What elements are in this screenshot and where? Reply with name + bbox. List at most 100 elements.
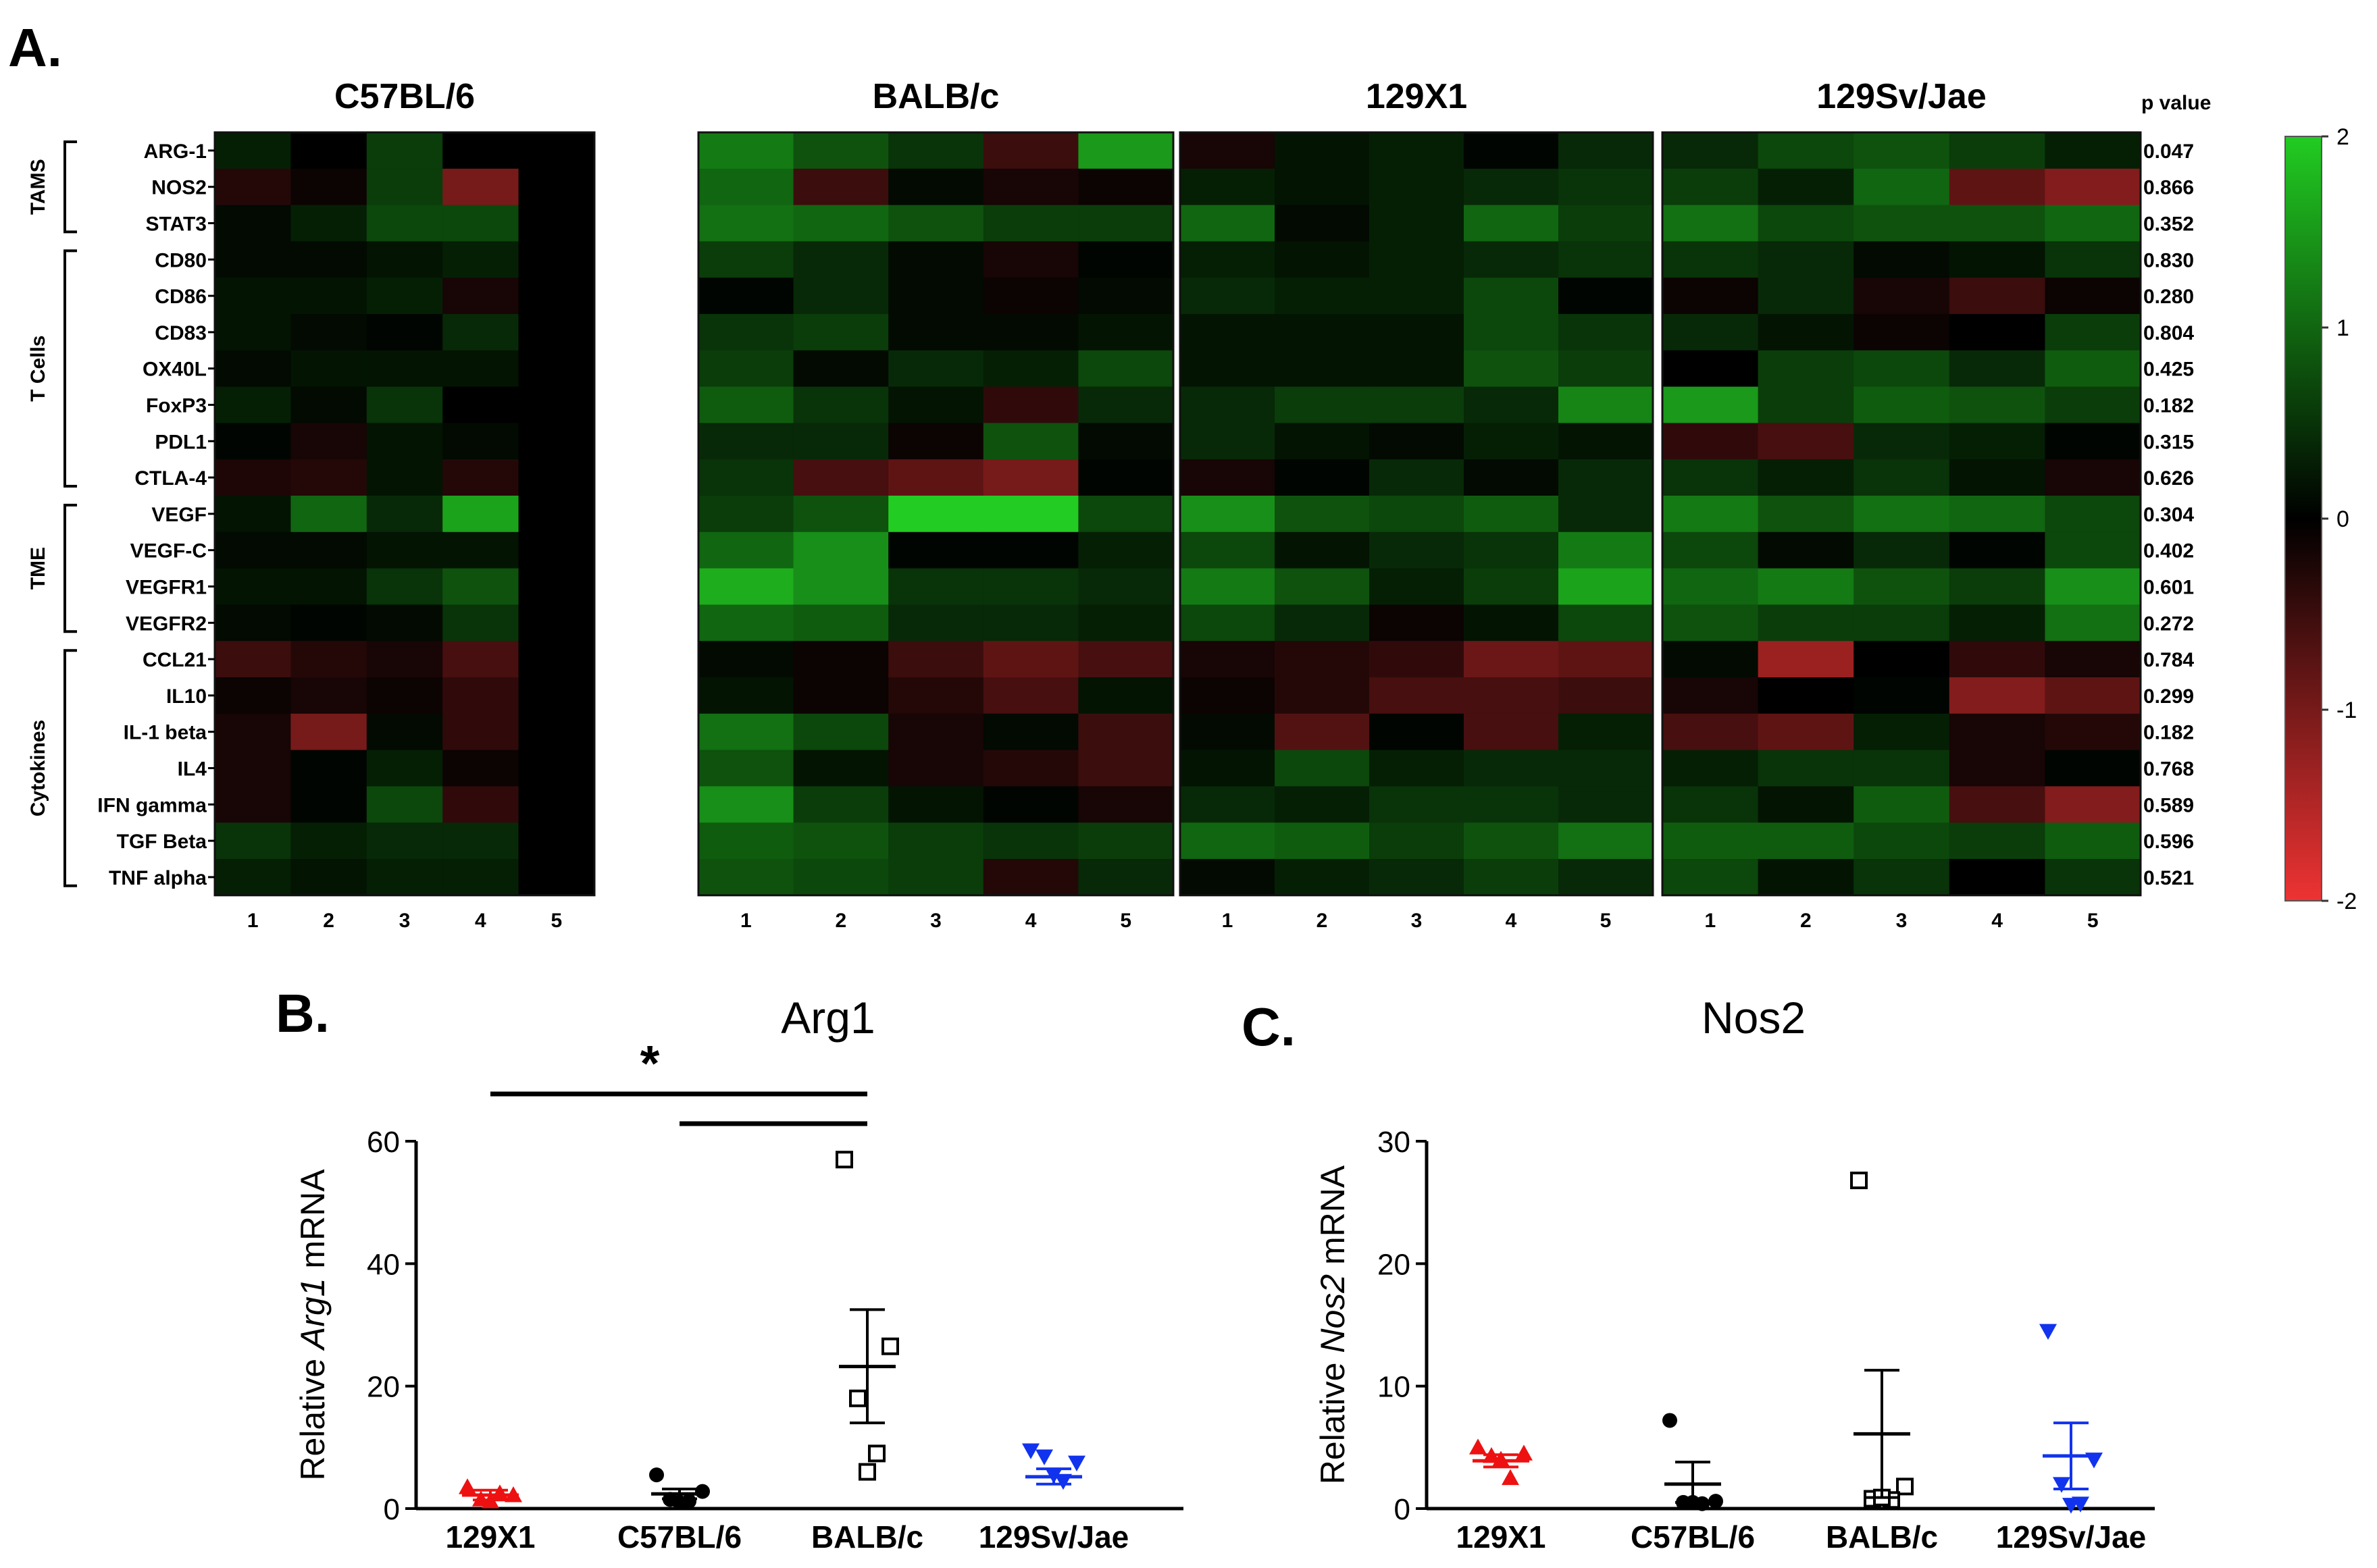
heatmap-cell [290, 350, 367, 388]
heatmap-cell [442, 713, 519, 751]
heatmap-cell [1275, 786, 1370, 823]
p-value: 0.589 [2143, 794, 2194, 816]
heatmap-cell [793, 531, 889, 569]
x-tick-label: BALB/c [811, 1519, 923, 1554]
heatmap-cell [698, 459, 794, 496]
p-value-title: p value [2141, 92, 2211, 114]
heatmap-cell [1558, 822, 1654, 860]
heatmap-cell [1369, 786, 1464, 823]
heatmap-cell [366, 531, 443, 569]
heatmap-cell [983, 350, 1079, 388]
heatmap-cell [2045, 604, 2141, 642]
heatmap-cell [793, 386, 889, 423]
heatmap-cell [1949, 205, 2045, 242]
y-axis-label-gene: Nos2 [1314, 1274, 1352, 1353]
heatmap-cell [366, 822, 443, 860]
heatmap-cell [1275, 713, 1370, 751]
heatmap-cell [698, 750, 794, 787]
heatmap-cell [793, 168, 889, 206]
heatmap-cell [793, 278, 889, 315]
heatmap-cell [366, 750, 443, 787]
data-point [1502, 1469, 1519, 1486]
heatmap-cell [1758, 278, 1854, 315]
x-tick-label: 129X1 [1456, 1519, 1545, 1554]
heatmap-cell [1949, 459, 2045, 496]
heatmap-cell [1369, 604, 1464, 642]
heatmap-cell [888, 350, 984, 388]
heatmap-cell [442, 423, 519, 460]
heatmap-block-129x1 [1179, 131, 1654, 897]
heatmap-cell [1558, 750, 1654, 787]
heatmap-cell [1949, 314, 2045, 351]
heatmap-cell [1180, 641, 1275, 678]
heatmap-cell [983, 423, 1079, 460]
heatmap-cell [1662, 350, 1759, 388]
gene-label: CD86 [155, 286, 207, 308]
heatmap-cell [983, 496, 1079, 533]
data-point [1515, 1444, 1533, 1461]
heatmap-cell [1180, 278, 1275, 315]
x-tick-label: 129X1 [445, 1519, 535, 1554]
heatmap-cell [1464, 604, 1559, 642]
heatmap-cell [888, 241, 984, 278]
heatmap-cell [518, 568, 595, 605]
heatmap-cell [1854, 677, 1950, 714]
heatmap-cell [1758, 132, 1854, 169]
strain-title: BALB/c [873, 77, 1000, 116]
heatmap-cell [518, 604, 595, 642]
heatmap-cell [215, 241, 291, 278]
heatmap-cell [442, 386, 519, 423]
heatmap-cell [1558, 496, 1654, 533]
colorbar-tick-label: 2 [2336, 124, 2349, 150]
heatmap-cell [983, 786, 1079, 823]
heatmap-cell [888, 278, 984, 315]
heatmap-cell [215, 859, 291, 896]
heatmap-cell [366, 278, 443, 315]
heatmap-cell [1275, 168, 1370, 206]
heatmap-cell [1464, 168, 1559, 206]
heatmap-cell [983, 205, 1079, 242]
heatmap-cell [1854, 386, 1950, 423]
sample-tick-label: 5 [2087, 910, 2099, 932]
heatmap-cell [366, 241, 443, 278]
heatmap-cell [1275, 241, 1370, 278]
heatmap-cell [215, 386, 291, 423]
heatmap-cell [983, 713, 1079, 751]
heatmap-cell [1949, 132, 2045, 169]
heatmap-cell [888, 132, 984, 169]
data-point [859, 1463, 876, 1481]
sample-tick-label: 3 [930, 910, 942, 932]
heatmap-cell [1854, 496, 1950, 533]
heatmap-cell [1275, 423, 1370, 460]
y-axis-label-gene: Arg1 [294, 1278, 332, 1351]
heatmap-cell [983, 750, 1079, 787]
series-c57bl-6 [649, 1467, 710, 1510]
heatmap-cell [1464, 278, 1559, 315]
sample-tick-label: 4 [1506, 910, 1517, 932]
heatmap-cell [1078, 423, 1174, 460]
heatmap-cell [518, 132, 595, 169]
gene-label: NOS2 [151, 177, 207, 199]
heatmap-cell [1275, 568, 1370, 605]
p-value: 0.182 [2143, 395, 2194, 417]
heatmap-cell [1949, 604, 2045, 642]
heatmap-cell [983, 859, 1079, 896]
heatmap-cell [2045, 241, 2141, 278]
bracket-line [63, 649, 77, 887]
heatmap-cell [1558, 278, 1654, 315]
heatmap-cell [1854, 786, 1950, 823]
heatmap-cell [1464, 750, 1559, 787]
data-point [868, 1444, 886, 1463]
heatmap-cell [290, 132, 367, 169]
sample-tick-label: 5 [1120, 910, 1131, 932]
heatmap-cell [1558, 641, 1654, 678]
heatmap-block-border [697, 131, 1175, 897]
heatmap-cell [215, 205, 291, 242]
heatmap-cell [1369, 241, 1464, 278]
heatmap-cell [290, 386, 367, 423]
gene-label: VEGF-C [130, 540, 207, 563]
series-129x1 [1469, 1438, 1533, 1486]
data-point [1662, 1413, 1677, 1428]
heatmap-cell [290, 568, 367, 605]
heatmap-cell [1558, 531, 1654, 569]
